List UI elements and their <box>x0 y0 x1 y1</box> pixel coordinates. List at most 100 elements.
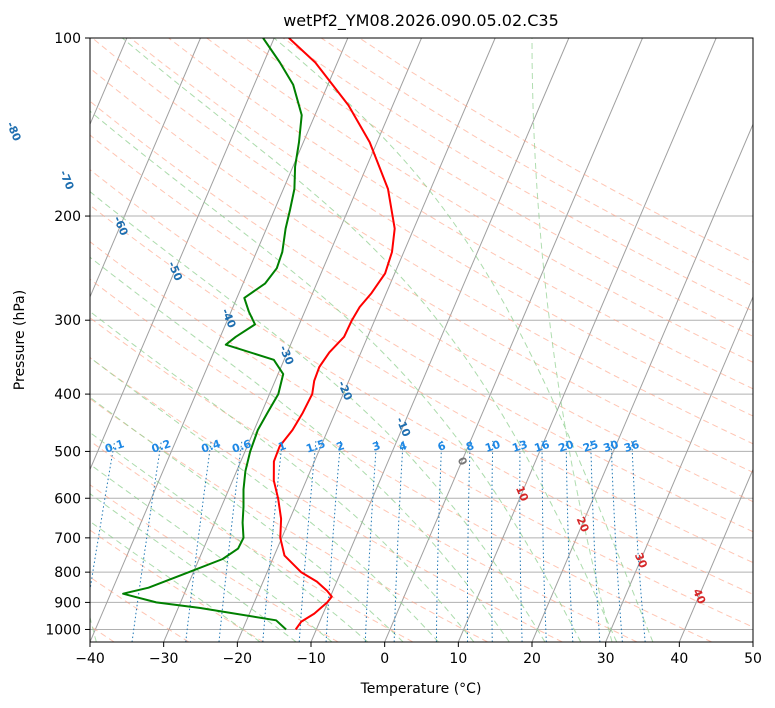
mixing-ratio-line <box>435 440 443 642</box>
y-tick-label: 900 <box>54 595 81 611</box>
mixing-ratio-line <box>466 440 471 642</box>
x-tick-label: −10 <box>296 651 326 667</box>
dry-adiabat <box>130 38 753 417</box>
moist-adiabat <box>90 256 510 642</box>
plot-background <box>90 38 753 642</box>
mixing-ratio-line <box>393 440 404 642</box>
mixing-ratio-label: 30 <box>602 438 621 455</box>
x-tick-label: −30 <box>149 651 179 667</box>
mixing-ratio-line <box>631 440 646 642</box>
mixing-ratio-line <box>90 440 116 593</box>
mixing-ratio-line <box>185 440 212 642</box>
background-lines <box>90 38 753 642</box>
mixing-ratio-label: 16 <box>533 438 552 455</box>
x-tick-label: 10 <box>449 651 467 667</box>
isotherm-label: 20 <box>574 515 592 534</box>
x-axis-title: Temperature (°C) <box>360 681 482 697</box>
y-tick-label: 1000 <box>45 622 81 638</box>
curved-background-line <box>531 38 613 642</box>
isotherm-label: 10 <box>513 484 531 503</box>
series-layer <box>122 38 396 631</box>
mixing-ratio-label: 1.5 <box>304 437 327 455</box>
mixing-ratio-label: 4 <box>397 439 409 454</box>
isotherm-line <box>605 295 753 642</box>
dry-adiabat <box>90 357 563 642</box>
mixing-ratio-line <box>541 440 547 642</box>
mixing-ratio-line <box>590 440 601 642</box>
dry-adiabat <box>282 38 753 312</box>
mixing-ratio-line <box>131 440 162 642</box>
mixing-ratio-label: 0.6 <box>230 437 253 455</box>
isotherm-line <box>457 38 717 642</box>
mixing-ratio-line <box>218 440 243 642</box>
isotherm-line <box>163 38 422 642</box>
moist-adiabat <box>90 493 297 642</box>
isotherm-label: -80 <box>4 120 24 144</box>
moist-adiabat <box>90 431 369 642</box>
mixing-ratio-line <box>491 440 494 642</box>
x-tick-label: −40 <box>75 651 105 667</box>
y-tick-label: 700 <box>54 531 81 547</box>
isotherm-line <box>90 38 349 642</box>
y-tick-label: 800 <box>54 565 81 581</box>
moist-adiabat <box>90 520 261 642</box>
series-dewpoint <box>122 38 303 631</box>
dry-adiabat <box>90 204 753 595</box>
plot-frame <box>89 37 754 643</box>
isotherm-line <box>90 38 201 299</box>
x-tick-label: −20 <box>223 651 253 667</box>
mixing-ratio-label: 2 <box>335 439 346 454</box>
x-tick-label: 0 <box>380 651 389 667</box>
mixing-ratio-label: 20 <box>557 438 576 455</box>
mixing-ratio-label: 0.4 <box>200 437 223 455</box>
moist-adiabat <box>90 396 404 642</box>
moist-adiabat <box>90 356 439 642</box>
isotherm-line <box>752 640 753 642</box>
dry-adiabat <box>90 169 753 564</box>
mixing-ratio-line <box>298 440 317 642</box>
isotherm-line <box>90 38 275 471</box>
mixing-ratio-label: 1 <box>277 439 288 454</box>
y-tick-label: 100 <box>54 31 81 47</box>
mixing-ratio-line <box>565 440 574 642</box>
mixing-ratio-label: 13 <box>511 438 530 455</box>
moist-adiabat <box>273 38 654 642</box>
x-axis: −40 −30 −20 −10 0 10 20 30 40 50 <box>75 642 762 667</box>
curved-background-line <box>90 615 97 642</box>
dry-adiabat <box>168 38 753 390</box>
mixing-ratio-label: 10 <box>483 438 502 455</box>
y-tick-label: 200 <box>54 209 81 225</box>
mixing-ratio-label: 0.2 <box>150 437 173 455</box>
y-tick-label: 500 <box>54 444 81 460</box>
mixing-ratio-label: 3 <box>371 439 382 454</box>
dry-adiabat <box>90 100 753 503</box>
isotherm-line <box>678 468 753 642</box>
dry-adiabat <box>90 241 753 628</box>
mixing-ratio-label: 6 <box>436 439 448 454</box>
isotherm-label: 40 <box>690 587 708 606</box>
x-tick-label: 50 <box>744 651 762 667</box>
mixing-ratio-label: 36 <box>622 438 641 455</box>
y-axis-title: Pressure (hPa) <box>12 290 28 390</box>
x-tick-label: 40 <box>670 651 688 667</box>
isotherm-line <box>384 38 643 642</box>
dry-adiabat <box>90 484 339 642</box>
moist-adiabat <box>121 38 618 642</box>
chart-title: wetPf2_YM08.2026.090.05.02.C35 <box>283 11 559 31</box>
mixing-ratio-line <box>325 440 342 642</box>
y-axis: 100 200 300 400 500 600 700 800 900 1000 <box>45 31 90 638</box>
dry-adiabat <box>90 134 753 533</box>
isopleth-labels: -100-90-80-70-60-50-40-30-20-10010203040… <box>4 120 709 607</box>
dry-adiabat <box>90 278 712 642</box>
isotherm-label: 30 <box>632 551 650 570</box>
y-tick-label: 300 <box>54 313 81 329</box>
isotherm-line <box>531 123 753 642</box>
x-tick-label: 20 <box>523 651 541 667</box>
x-tick-label: 30 <box>597 651 615 667</box>
y-tick-label: 600 <box>54 491 81 507</box>
mixing-ratio-label: 0.1 <box>103 437 126 455</box>
mixing-ratio-line <box>610 440 623 642</box>
dry-adiabat <box>90 529 264 642</box>
mixing-ratio-line <box>519 440 523 642</box>
